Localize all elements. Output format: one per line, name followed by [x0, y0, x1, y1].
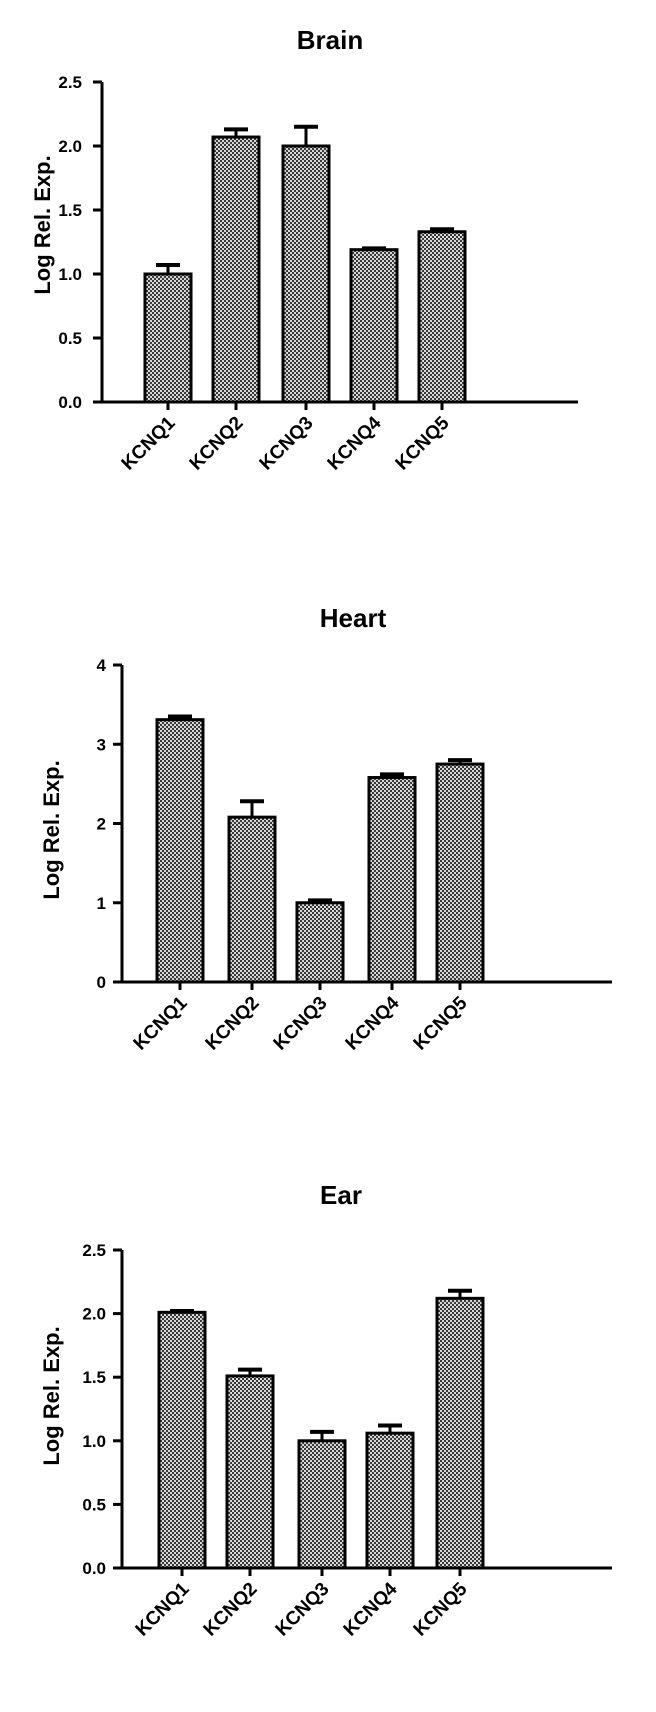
- chart-panel-heart: Heart Log Rel. Exp. 0 1 2 3 4 KCNQ1 KCNQ2 KCNQ3…: [39, 603, 612, 1055]
- y-tick-label: 2.5: [58, 73, 82, 92]
- y-tick-label: 1.5: [82, 1368, 106, 1387]
- y-tick-label: 1.0: [58, 265, 82, 284]
- y-axis-label: Log Rel. Exp.: [30, 155, 55, 294]
- bar-kcnq3: [281, 144, 331, 404]
- y-tick-label: 0.5: [82, 1495, 106, 1514]
- y-tick-label: 2: [97, 815, 106, 834]
- chart-marks: 0.0 0.5 1.0 1.5 2.0 2.5 KCNQ1 KCNQ2 KCNQ3 KCNQ4 KC…: [82, 1241, 612, 1641]
- chart-title: Ear: [320, 1180, 362, 1210]
- y-tick-label: 4: [97, 656, 107, 675]
- x-tick-label: KCNQ1: [130, 992, 192, 1054]
- bar-kcnq5: [417, 230, 467, 404]
- y-tick-label: 1.0: [82, 1432, 106, 1451]
- bar-kcnq4: [365, 1431, 415, 1570]
- y-tick-label: 0.0: [82, 1559, 106, 1578]
- x-tick-label: KCNQ2: [186, 413, 248, 475]
- y-tick-label: 1.5: [58, 201, 82, 220]
- x-tick-label: KCNQ4: [342, 992, 404, 1054]
- y-tick-label: 1: [97, 894, 106, 913]
- bar-kcnq1: [157, 1310, 207, 1570]
- bar-kcnq4: [367, 776, 417, 984]
- y-tick-label: 2.0: [82, 1305, 106, 1324]
- y-tick-label: 0.5: [58, 329, 82, 348]
- y-axis-label: Log Rel. Exp.: [39, 760, 64, 899]
- x-tick-label: KCNQ3: [270, 993, 332, 1055]
- x-tick-label: KCNQ5: [392, 412, 454, 474]
- x-tick-label: KCNQ4: [324, 412, 386, 474]
- x-tick-label: KCNQ2: [202, 993, 264, 1055]
- y-axis-label: Log Rel. Exp.: [39, 1326, 64, 1465]
- x-tick-label: KCNQ3: [256, 413, 318, 475]
- bar-kcnq1: [155, 718, 205, 984]
- chart-marks: 0.0 0.5 1.0 1.5 2.0 2.5 KCNQ1 KCNQ2 KCNQ3 KCNQ4 KC…: [58, 73, 578, 475]
- bar-kcnq5: [435, 1296, 485, 1570]
- x-tick-label: KCNQ5: [410, 1578, 472, 1640]
- bar-kcnq2: [211, 135, 261, 404]
- x-tick-label: KCNQ1: [118, 412, 180, 474]
- chart-title: Brain: [297, 25, 363, 55]
- chart-marks: 0 1 2 3 4 KCNQ1 KCNQ2 KCNQ3 KCNQ4 KCNQ5: [97, 656, 612, 1055]
- x-tick-label: KCNQ3: [272, 1579, 334, 1641]
- y-tick-label: 2.0: [58, 137, 82, 156]
- bar-kcnq2: [227, 815, 277, 984]
- x-tick-label: KCNQ1: [132, 1578, 194, 1640]
- bar-kcnq3: [297, 1439, 347, 1570]
- chart-title: Heart: [320, 603, 387, 633]
- x-tick-label: KCNQ4: [340, 1578, 402, 1640]
- bar-kcnq1: [143, 272, 193, 404]
- bar-kcnq4: [349, 248, 399, 404]
- y-tick-label: 0.0: [58, 393, 82, 412]
- x-tick-label: KCNQ5: [410, 992, 472, 1054]
- y-tick-label: 0: [97, 973, 106, 992]
- chart-panel-brain: Brain Log Rel. Exp. 0.0 0.5 1.0 1.5 2.0 2.5 KC…: [30, 25, 578, 475]
- chart-panel-ear: Ear Log Rel. Exp. 0.0 0.5 1.0 1.5 2.0 2.5 KCNQ…: [39, 1180, 612, 1641]
- y-tick-label: 3: [97, 735, 106, 754]
- bar-kcnq5: [435, 762, 485, 984]
- y-tick-label: 2.5: [82, 1241, 106, 1260]
- x-tick-label: KCNQ2: [200, 1579, 262, 1641]
- bar-kcnq2: [225, 1374, 275, 1570]
- bar-kcnq3: [295, 901, 345, 984]
